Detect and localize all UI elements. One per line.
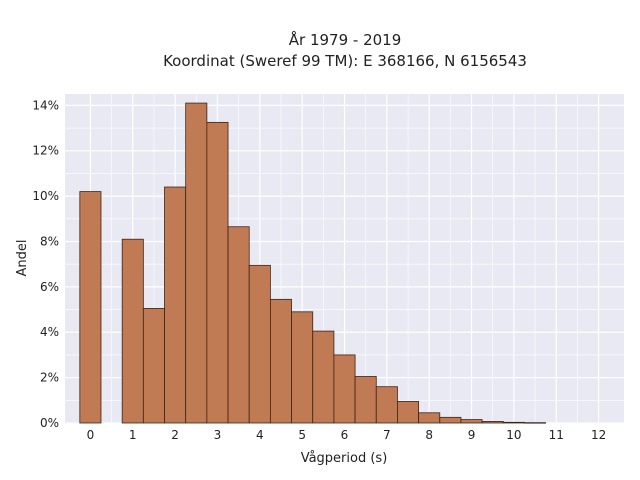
histogram-bar	[439, 416, 462, 424]
histogram-bar	[142, 308, 165, 424]
x-tick-label: 9	[468, 428, 476, 442]
x-tick-label: 5	[298, 428, 306, 442]
histogram-bar	[206, 121, 229, 424]
histogram-bar	[269, 298, 292, 424]
histogram-bar	[79, 191, 102, 424]
y-axis-label: Andel	[15, 240, 30, 277]
x-tick-label: 0	[87, 428, 95, 442]
bars-group	[79, 102, 547, 424]
y-tick-label: 0%	[40, 416, 59, 430]
histogram-bar	[121, 238, 144, 424]
y-tick-label: 4%	[40, 325, 59, 339]
histogram-bar	[375, 386, 398, 424]
x-tick-label: 6	[341, 428, 349, 442]
histogram-bar	[185, 102, 208, 424]
y-tick-label: 12%	[32, 144, 59, 158]
x-axis-ticks: 0 1 2 3 4 5 6 7 8 9 10 11 12	[87, 428, 607, 442]
y-tick-label: 2%	[40, 371, 59, 385]
x-tick-label: 2	[171, 428, 179, 442]
y-tick-label: 14%	[32, 98, 59, 112]
histogram-bar	[291, 311, 314, 424]
x-axis-label: Vågperiod (s)	[301, 451, 388, 466]
histogram-bar	[227, 226, 250, 424]
histogram-bar	[333, 354, 356, 424]
histogram-bar	[524, 422, 547, 424]
histogram-bar	[312, 330, 335, 424]
x-tick-label: 1	[129, 428, 137, 442]
y-axis-ticks: 0% 2% 4% 6% 8% 10% 12% 14%	[32, 98, 59, 430]
x-tick-label: 8	[425, 428, 433, 442]
x-tick-label: 11	[549, 428, 564, 442]
x-tick-label: 3	[214, 428, 222, 442]
histogram-bar	[248, 264, 271, 424]
x-tick-label: 7	[383, 428, 391, 442]
histogram-bar	[460, 419, 483, 424]
y-tick-label: 8%	[40, 234, 59, 248]
x-tick-label: 12	[591, 428, 606, 442]
histogram-bar	[164, 186, 187, 424]
chart-title-line1: År 1979 - 2019	[289, 30, 402, 49]
y-tick-label: 10%	[32, 189, 59, 203]
histogram-bar	[354, 376, 377, 424]
x-tick-label: 4	[256, 428, 264, 442]
x-tick-label: 10	[506, 428, 521, 442]
histogram-bar	[397, 401, 420, 424]
chart-title-line2: Koordinat (Sweref 99 TM): E 368166, N 61…	[163, 52, 527, 70]
histogram-bar	[418, 412, 441, 424]
histogram-bar	[481, 421, 504, 424]
y-tick-label: 6%	[40, 280, 59, 294]
histogram-bar	[502, 421, 525, 424]
